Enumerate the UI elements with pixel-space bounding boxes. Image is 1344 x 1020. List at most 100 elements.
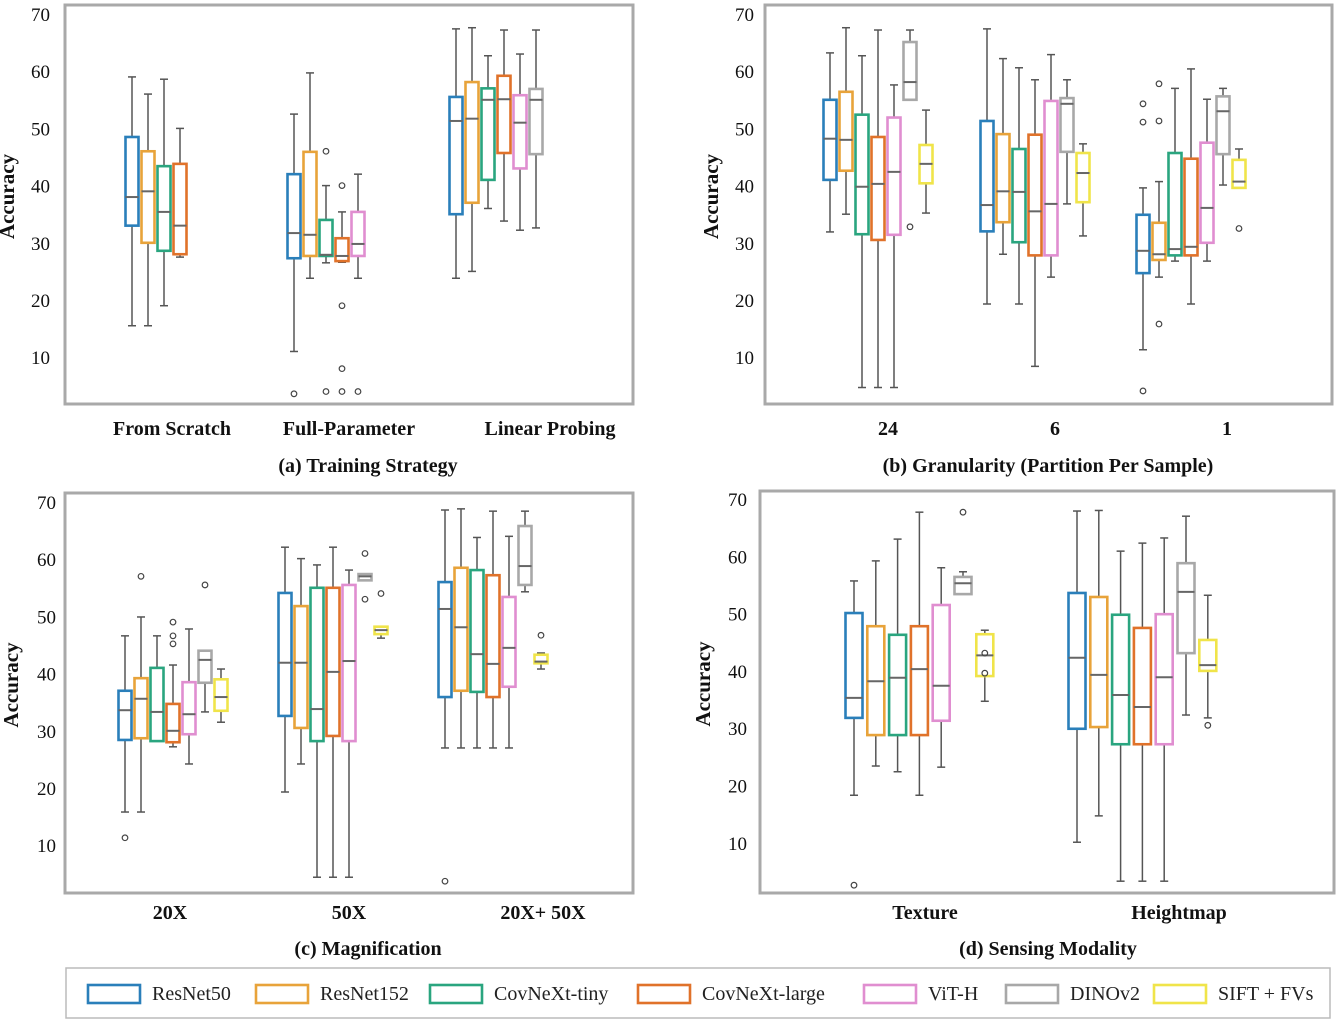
box-covnext-large: [165, 618, 181, 748]
legend-swatch: [86, 983, 142, 1005]
outlier-point: [322, 147, 330, 155]
box-resnet50: [286, 113, 302, 398]
box-resnet50: [117, 635, 133, 842]
box-covnext-large: [1027, 79, 1043, 368]
outlier-point: [906, 223, 914, 231]
legend-label: CovNeXt-large: [702, 983, 825, 1005]
box-iqr: [854, 113, 870, 236]
box-dinov2: [357, 550, 373, 603]
box-iqr: [838, 90, 854, 173]
box-iqr: [334, 236, 350, 263]
x-tick-label: 24: [878, 418, 898, 440]
outlier-point: [850, 881, 858, 889]
box-resnet50: [437, 509, 453, 885]
box-iqr: [181, 680, 197, 736]
box-iqr: [931, 603, 952, 723]
box-iqr: [480, 87, 496, 182]
box-resnet50: [1135, 100, 1151, 395]
box-iqr: [533, 653, 549, 665]
y-tick-label: 10: [37, 836, 56, 857]
outlier-point: [537, 631, 545, 639]
y-tick-label: 20: [728, 777, 747, 798]
box-sift-fvs: [1198, 594, 1218, 729]
box-iqr: [448, 95, 464, 216]
y-tick-label: 70: [735, 5, 754, 26]
outlier-point: [338, 182, 346, 190]
box-sift-fvs: [1075, 143, 1091, 237]
y-tick-label: 40: [728, 662, 747, 683]
box-iqr: [1011, 147, 1027, 244]
chart-title: (a) Training Strategy: [278, 455, 457, 477]
box-iqr: [528, 87, 544, 156]
y-tick-label: 20: [735, 291, 754, 312]
box-vit-h: [501, 535, 517, 749]
outlier-point: [354, 388, 362, 395]
outlier-point: [290, 390, 298, 398]
outlier-point: [338, 388, 346, 395]
box-resnet152: [995, 57, 1011, 255]
box-vit-h: [350, 173, 366, 395]
box-iqr: [197, 649, 213, 685]
y-tick-label: 10: [735, 348, 754, 369]
box-iqr: [870, 135, 886, 242]
legend-item: SIFT + FVs: [1152, 983, 1314, 1005]
y-tick-label: 30: [37, 722, 56, 743]
outlier-point: [121, 834, 129, 842]
box-iqr: [277, 591, 293, 718]
box-sift-fvs: [373, 590, 389, 639]
y-tick-label: 30: [728, 719, 747, 740]
box-iqr: [1199, 141, 1215, 245]
box-sift-fvs: [533, 631, 549, 670]
box-iqr: [469, 568, 485, 694]
y-tick-label: 40: [37, 665, 56, 686]
box-covnext-large: [172, 127, 188, 258]
box-resnet152: [302, 72, 318, 280]
box-iqr: [496, 74, 512, 155]
y-tick-label: 20: [31, 291, 50, 312]
legend-label: ResNet152: [320, 983, 409, 1005]
box-covnext-large: [870, 29, 886, 389]
legend-swatch: [636, 983, 692, 1005]
legend-item: CovNeXt-large: [636, 983, 825, 1005]
box-iqr: [1067, 591, 1087, 731]
legend-item: ResNet152: [254, 983, 409, 1005]
box-iqr: [302, 150, 318, 258]
box-iqr: [1075, 151, 1091, 204]
chart-title: (d) Sensing Modality: [959, 938, 1137, 960]
outlier-point: [169, 632, 177, 640]
outlier-point: [377, 590, 385, 597]
outlier-point: [361, 550, 369, 557]
box-covnext-tiny: [887, 538, 908, 773]
box-sift-fvs: [213, 668, 229, 723]
box-iqr: [909, 624, 930, 737]
y-axis-label: Accuracy: [699, 153, 723, 239]
x-tick-label: Heightmap: [1131, 902, 1227, 924]
chart-panel: 10 20 30 40 50 60 70 Accuracy From Scratch Full-P…: [0, 3, 635, 477]
x-tick-label: Full-Parameter: [283, 418, 415, 440]
box-resnet50: [979, 28, 995, 305]
y-axis-label: Accuracy: [0, 153, 19, 239]
box-iqr: [1167, 151, 1183, 257]
chart-panel: 10 20 30 40 50 60 70 Accuracy Texture Heightmap (d…: [691, 489, 1336, 960]
box-covnext-tiny: [469, 536, 485, 749]
y-tick-label: 40: [31, 177, 50, 198]
box-iqr: [512, 93, 528, 170]
outlier-point: [441, 877, 449, 885]
box-iqr: [953, 575, 973, 596]
x-tick-label: Linear Probing: [485, 418, 616, 440]
box-sift-fvs: [918, 109, 934, 214]
box-vit-h: [181, 628, 197, 765]
legend-label: ViT-H: [928, 983, 978, 1005]
box-iqr: [117, 689, 133, 742]
box-covnext-large: [909, 511, 930, 796]
outlier-point: [169, 618, 177, 626]
box-sift-fvs: [1231, 148, 1247, 232]
x-tick-label: 1: [1222, 418, 1232, 440]
box-dinov2: [528, 29, 544, 229]
legend-label: CovNeXt-tiny: [494, 983, 608, 1005]
chart-panel: 10 20 30 40 50 60 70 Accuracy 24 6 1 (b) Granularit…: [699, 3, 1334, 477]
box-iqr: [325, 586, 341, 738]
box-iqr: [341, 583, 357, 743]
outlier-point: [361, 595, 369, 603]
